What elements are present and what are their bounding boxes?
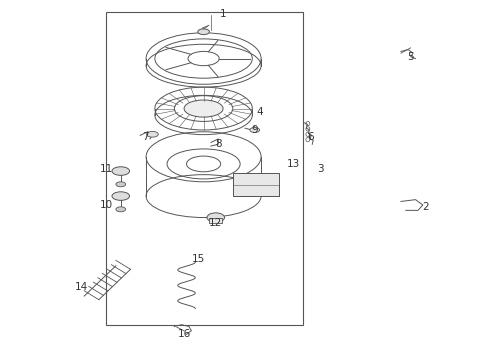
Ellipse shape <box>207 213 224 222</box>
Ellipse shape <box>116 207 125 212</box>
Text: 1: 1 <box>220 9 226 19</box>
Bar <box>233 173 279 196</box>
Text: 15: 15 <box>192 253 205 264</box>
Text: 10: 10 <box>99 200 113 210</box>
Text: 14: 14 <box>75 282 88 292</box>
Ellipse shape <box>116 182 125 187</box>
Text: 5: 5 <box>407 52 414 62</box>
Bar <box>106 12 303 325</box>
Ellipse shape <box>198 29 209 35</box>
Text: 13: 13 <box>287 159 300 169</box>
Ellipse shape <box>112 167 129 175</box>
Text: 12: 12 <box>209 218 222 228</box>
Text: 3: 3 <box>317 164 324 174</box>
Ellipse shape <box>250 127 260 132</box>
Text: 6: 6 <box>307 132 314 142</box>
Ellipse shape <box>112 192 129 201</box>
Text: 9: 9 <box>251 125 258 135</box>
Text: 11: 11 <box>99 164 113 174</box>
Bar <box>209 217 222 223</box>
Text: 2: 2 <box>422 202 429 212</box>
Text: 4: 4 <box>256 107 263 117</box>
Text: 7: 7 <box>142 132 148 142</box>
Text: 16: 16 <box>177 329 191 339</box>
Ellipse shape <box>147 131 158 137</box>
Bar <box>233 185 279 196</box>
Ellipse shape <box>184 100 223 117</box>
Text: 8: 8 <box>215 139 221 149</box>
